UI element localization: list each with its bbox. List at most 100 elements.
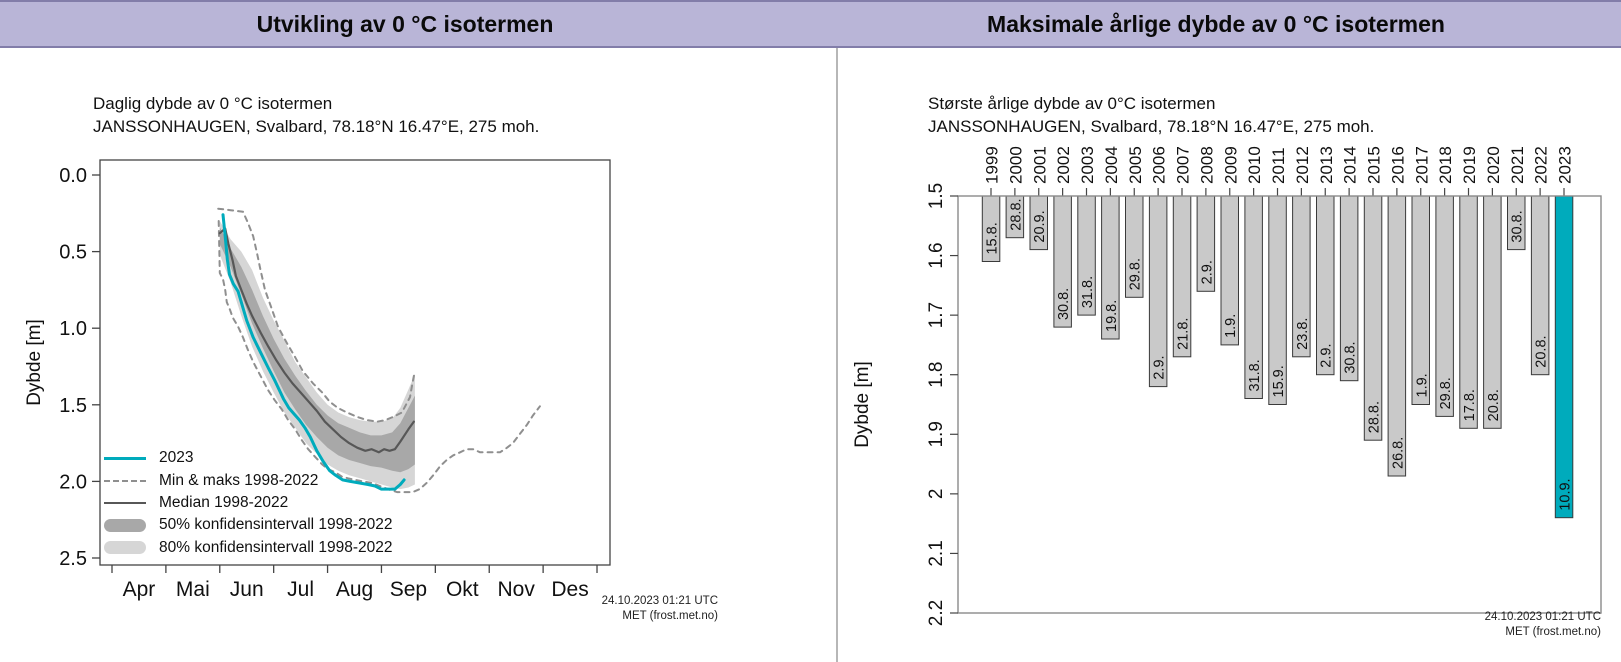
bar-label-2005: 29.8.: [1128, 258, 1144, 290]
year-label-2010: 2010: [1245, 146, 1264, 184]
year-label-2017: 2017: [1412, 146, 1431, 184]
x-tick-label: Apr: [123, 578, 156, 601]
bar-label-2007: 21.8.: [1176, 318, 1192, 350]
year-label-2004: 2004: [1102, 146, 1121, 184]
year-label-2003: 2003: [1078, 146, 1097, 184]
year-label-2001: 2001: [1030, 146, 1049, 184]
bar-label-2017: 1.9.: [1414, 373, 1430, 397]
bar-label-2001: 20.9.: [1032, 210, 1048, 242]
year-label-2013: 2013: [1317, 146, 1336, 184]
series-min-dashed: [217, 207, 416, 423]
bar-chart-canvas: 15.8. 1999 28.8. 2000 20.9. 2001 30.8. 2002 31.8…: [852, 146, 1602, 626]
year-label-2022: 2022: [1532, 146, 1551, 184]
y-tick-label: 0.5: [59, 242, 87, 264]
y-tick-label: 1.5: [59, 395, 87, 417]
footer-timestamp: 24.10.2023 01:21 UTC: [1484, 611, 1601, 623]
legend-label: Min & maks 1998-2022: [159, 471, 319, 489]
bar-label-2019: 17.8.: [1462, 389, 1478, 421]
bar-chart-title: Største årlige dybde av 0°C isotermen: [928, 94, 1216, 113]
line-chart-title: Daglig dybde av 0 °C isotermen: [93, 94, 333, 113]
y-tick-label: 2.1: [926, 540, 947, 566]
legend-label: 2023: [159, 449, 194, 467]
year-label-2021: 2021: [1508, 146, 1527, 184]
year-label-2012: 2012: [1293, 146, 1312, 184]
year-label-2015: 2015: [1365, 146, 1384, 184]
bar-label-2003: 31.8.: [1080, 276, 1096, 308]
x-tick-label: Sep: [390, 578, 427, 601]
bar-label-2012: 23.8.: [1295, 318, 1311, 350]
series-2023-line: [221, 213, 406, 491]
band-50-confidence: [219, 227, 415, 473]
legend-item-minmaks: Min & maks 1998-2022: [104, 469, 393, 491]
bar-label-2010: 31.8.: [1247, 359, 1263, 391]
x-tick-label: Okt: [446, 578, 479, 601]
bar-chart-title-block: Største årlige dybde av 0°C isotermen JA…: [928, 92, 1374, 138]
plot-border: [99, 159, 611, 566]
y-tick-label: 1.6: [926, 242, 947, 268]
year-label-2006: 2006: [1150, 146, 1169, 184]
y-tick-label: 1.0: [59, 318, 87, 340]
legend-label: Median 1998-2022: [159, 493, 289, 511]
y-tick-label: 1.9: [926, 421, 947, 447]
x-tick-label: Jun: [230, 578, 264, 601]
line-chart-subtitle: JANSSONHAUGEN, Svalbard, 78.18°N 16.47°E…: [93, 117, 540, 136]
header-bar: Utvikling av 0 °C isotermen Maksimale år…: [0, 0, 1621, 48]
bar-2023: [1554, 195, 1574, 519]
footer-source: MET (frost.met.no): [622, 610, 718, 622]
bar-label-2009: 1.9.: [1223, 314, 1239, 338]
year-label-2014: 2014: [1341, 146, 1360, 184]
year-label-2019: 2019: [1460, 146, 1479, 184]
legend-item-ci50: 50% konfidensintervall 1998-2022: [104, 514, 393, 536]
legend-swatch-dashed-line: [104, 479, 146, 482]
x-tick-label: Nov: [497, 578, 535, 601]
legend-label: 50% konfidensintervall 1998-2022: [159, 516, 393, 534]
y-tick-label: 1.5: [926, 183, 947, 209]
bar-label-2011: 15.9.: [1271, 365, 1287, 397]
bar-chart-subtitle: JANSSONHAUGEN, Svalbard, 78.18°N 16.47°E…: [928, 117, 1375, 136]
year-label-1999: 1999: [983, 146, 1002, 184]
band-80-confidence: [219, 221, 415, 490]
bar-label-2006: 2.9.: [1152, 355, 1168, 379]
legend-item-median: Median 1998-2022: [104, 492, 393, 514]
year-label-2020: 2020: [1484, 146, 1503, 184]
bar-chart-panel: 15.8. 1999 28.8. 2000 20.9. 2001 30.8. 2002 31.8…: [838, 48, 1621, 662]
y-axis-label: Dybde [m]: [852, 361, 873, 448]
line-chart-canvas: 0.0 0.5 1.0 1.5 2.0 2.5 Apr Mai Jun Jul Aug Sep Okt N…: [24, 159, 611, 601]
line-chart-footer: 24.10.2023 01:21 UTC MET (frost.met.no): [380, 594, 718, 624]
year-label-2011: 2011: [1269, 147, 1288, 184]
y-tick-label: 1.8: [926, 362, 947, 388]
line-chart-panel: 0.0 0.5 1.0 1.5 2.0 2.5 Apr Mai Jun Jul Aug Sep Okt N…: [0, 48, 836, 662]
bar-2016: [1387, 195, 1407, 477]
y-tick-label: 1.7: [926, 302, 947, 328]
footer-source: MET (frost.met.no): [1505, 626, 1601, 638]
year-label-2016: 2016: [1388, 146, 1407, 184]
x-tick-label: Aug: [336, 578, 373, 601]
x-tick-label: Des: [551, 578, 588, 601]
y-tick-label: 2: [926, 489, 947, 500]
bar-label-2021: 30.8.: [1510, 210, 1526, 242]
legend-swatch-2023-line: [104, 456, 146, 460]
legend-item-2023: 2023: [104, 447, 393, 469]
bar-label-2013: 2.9.: [1319, 344, 1335, 368]
year-label-2008: 2008: [1197, 146, 1216, 184]
x-tick-label: Jul: [287, 578, 314, 601]
bar-chart-footer: 24.10.2023 01:21 UTC MET (frost.met.no): [1263, 610, 1601, 640]
bar-label-1999: 15.8.: [985, 222, 1001, 254]
bar-label-2000: 28.8.: [1008, 198, 1024, 230]
y-tick-label: 2.2: [926, 600, 947, 626]
legend-swatch-band-80: [104, 541, 146, 555]
legend-item-ci80: 80% konfidensintervall 1998-2022: [104, 537, 393, 559]
bar-label-2023: 10.9.: [1558, 478, 1574, 510]
right-panel-title: Maksimale årlige dybde av 0 °C isotermen: [987, 11, 1445, 37]
bar-label-2002: 30.8.: [1056, 288, 1072, 320]
line-chart-title-block: Daglig dybde av 0 °C isotermen JANSSONHA…: [93, 92, 539, 138]
y-tick-label: 2.0: [59, 471, 87, 493]
series-median-line: [218, 227, 415, 454]
legend-label: 80% konfidensintervall 1998-2022: [159, 538, 393, 556]
left-panel-title: Utvikling av 0 °C isotermen: [256, 11, 554, 37]
bar-label-2016: 26.8.: [1390, 437, 1406, 469]
series-maks-dashed: [217, 220, 541, 494]
panel-divider: [836, 48, 838, 662]
year-label-2018: 2018: [1436, 146, 1455, 184]
